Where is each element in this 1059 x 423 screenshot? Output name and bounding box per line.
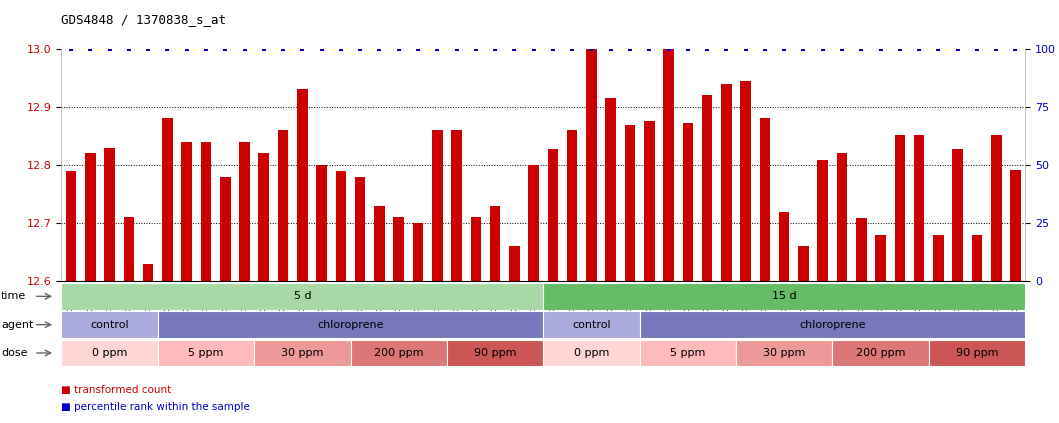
- Bar: [586, 49, 597, 281]
- Bar: [663, 49, 674, 281]
- Text: 30 ppm: 30 ppm: [281, 348, 324, 358]
- Bar: [644, 121, 654, 281]
- Bar: [355, 177, 365, 281]
- Bar: [277, 130, 288, 281]
- Bar: [336, 171, 346, 281]
- Bar: [61, 283, 543, 310]
- Text: time: time: [1, 291, 26, 301]
- Bar: [181, 142, 192, 281]
- Text: dose: dose: [1, 348, 28, 358]
- Bar: [1010, 170, 1021, 281]
- Bar: [640, 340, 736, 366]
- Bar: [528, 165, 539, 281]
- Bar: [85, 154, 95, 281]
- Bar: [640, 311, 1025, 338]
- Text: 30 ppm: 30 ppm: [762, 348, 806, 358]
- Bar: [351, 340, 447, 366]
- Bar: [895, 135, 905, 281]
- Bar: [740, 81, 751, 281]
- Bar: [702, 95, 713, 281]
- Bar: [759, 118, 770, 281]
- Bar: [625, 126, 635, 281]
- Bar: [162, 118, 173, 281]
- Bar: [158, 311, 543, 338]
- Text: chloroprene: chloroprene: [800, 320, 865, 330]
- Text: 200 ppm: 200 ppm: [374, 348, 424, 358]
- Text: 0 ppm: 0 ppm: [92, 348, 127, 358]
- Bar: [798, 247, 809, 281]
- Bar: [929, 340, 1025, 366]
- Text: 5 d: 5 d: [293, 291, 311, 301]
- Bar: [818, 160, 828, 281]
- Bar: [721, 84, 732, 281]
- Bar: [567, 130, 577, 281]
- Text: 15 d: 15 d: [772, 291, 796, 301]
- Bar: [143, 264, 154, 281]
- Bar: [413, 223, 424, 281]
- Text: 90 ppm: 90 ppm: [955, 348, 999, 358]
- Bar: [875, 235, 886, 281]
- Bar: [470, 217, 481, 281]
- Text: agent: agent: [1, 320, 34, 330]
- Text: control: control: [90, 320, 129, 330]
- Bar: [158, 340, 254, 366]
- Bar: [543, 311, 640, 338]
- Text: GDS4848 / 1370838_s_at: GDS4848 / 1370838_s_at: [61, 13, 227, 26]
- Text: ■ percentile rank within the sample: ■ percentile rank within the sample: [61, 401, 250, 412]
- Bar: [200, 142, 212, 281]
- Text: 90 ppm: 90 ppm: [473, 348, 517, 358]
- Bar: [489, 206, 501, 281]
- Bar: [509, 247, 520, 281]
- Bar: [124, 217, 134, 281]
- Bar: [61, 340, 158, 366]
- Bar: [914, 135, 925, 281]
- Bar: [971, 235, 983, 281]
- Bar: [778, 212, 790, 281]
- Bar: [393, 217, 405, 281]
- Bar: [258, 154, 269, 281]
- Bar: [856, 219, 866, 281]
- Bar: [447, 340, 543, 366]
- Bar: [543, 283, 1025, 310]
- Bar: [548, 149, 558, 281]
- Bar: [317, 165, 327, 281]
- Bar: [374, 206, 384, 281]
- Text: chloroprene: chloroprene: [318, 320, 383, 330]
- Bar: [220, 177, 231, 281]
- Text: 5 ppm: 5 ppm: [670, 348, 705, 358]
- Bar: [297, 89, 308, 281]
- Text: 200 ppm: 200 ppm: [856, 348, 905, 358]
- Bar: [832, 340, 929, 366]
- Bar: [736, 340, 832, 366]
- Bar: [933, 235, 944, 281]
- Bar: [606, 98, 616, 281]
- Bar: [239, 142, 250, 281]
- Bar: [61, 311, 158, 338]
- Text: 5 ppm: 5 ppm: [189, 348, 223, 358]
- Bar: [66, 171, 76, 281]
- Text: ■ transformed count: ■ transformed count: [61, 385, 172, 395]
- Bar: [991, 135, 1002, 281]
- Bar: [104, 148, 115, 281]
- Bar: [254, 340, 351, 366]
- Bar: [432, 130, 443, 281]
- Bar: [837, 154, 847, 281]
- Text: 0 ppm: 0 ppm: [574, 348, 609, 358]
- Text: control: control: [572, 320, 611, 330]
- Bar: [451, 130, 462, 281]
- Bar: [543, 340, 640, 366]
- Bar: [952, 149, 963, 281]
- Bar: [682, 123, 694, 281]
